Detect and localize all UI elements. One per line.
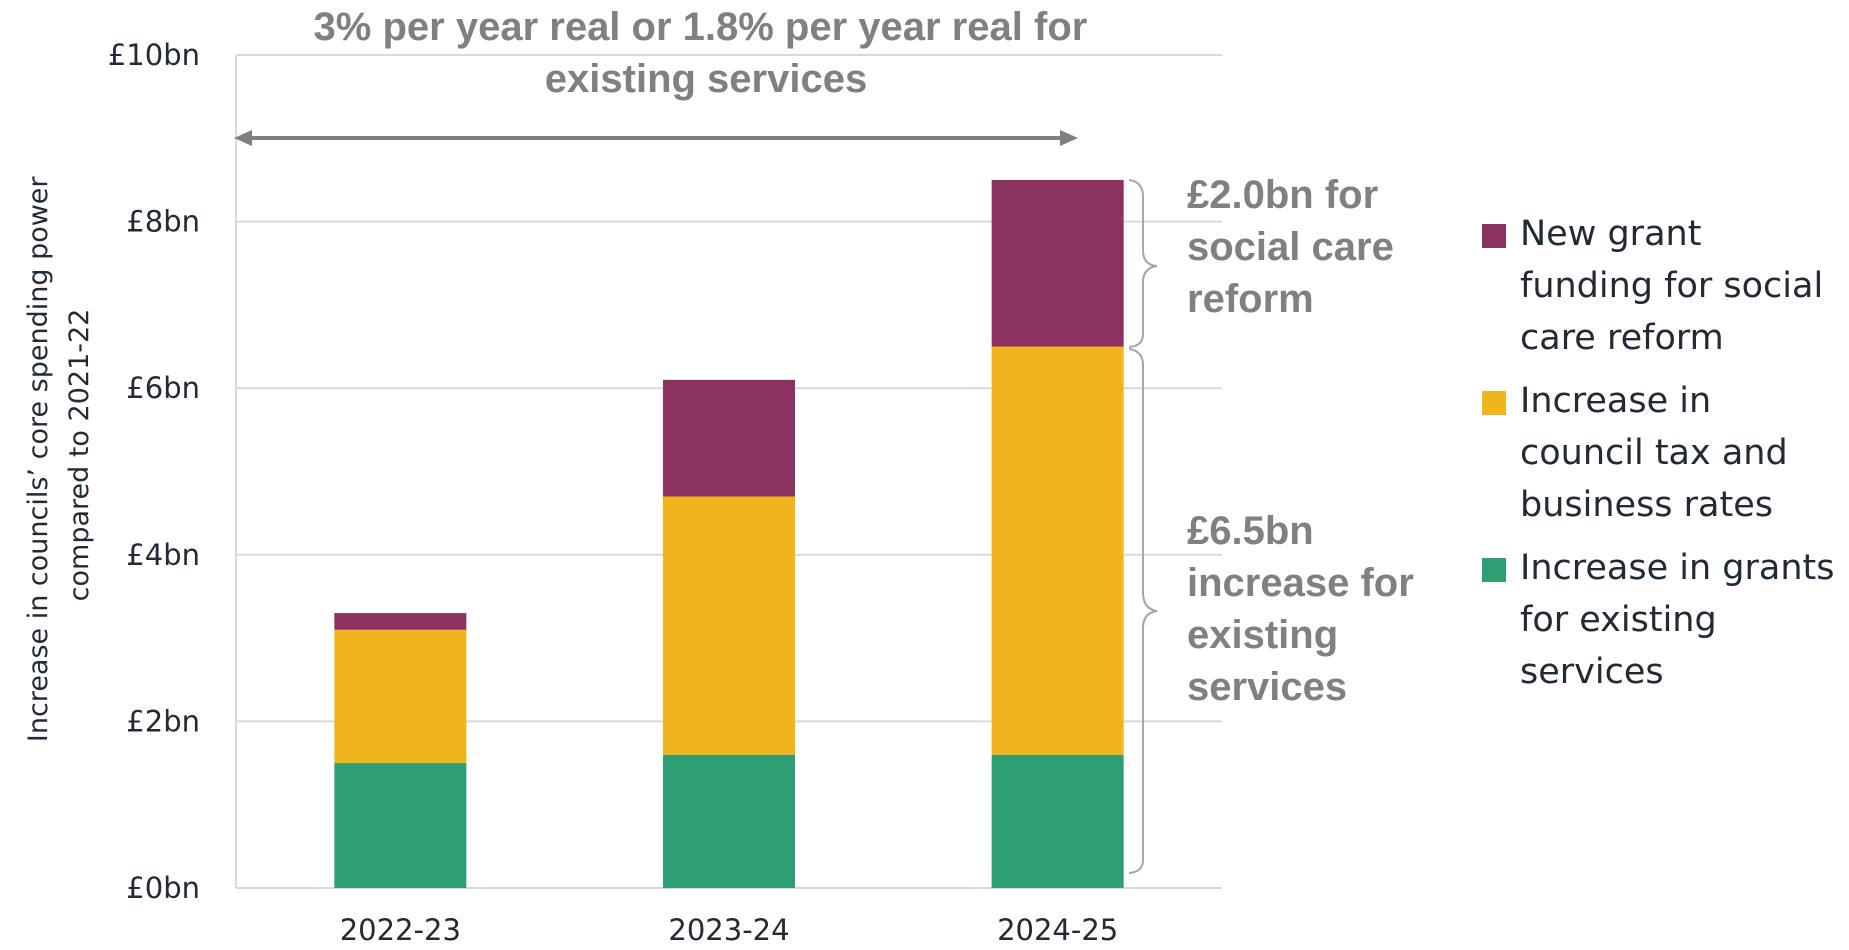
bar-segment: [992, 180, 1124, 347]
y-axis-label: Increase in councils’ core spending powe…: [23, 168, 95, 742]
legend-item-grants: Increase in grants for existing services: [1482, 542, 1842, 698]
bar-segment: [663, 496, 795, 754]
legend-swatch: [1482, 391, 1506, 415]
bar-segment: [334, 763, 466, 888]
x-tick-label: 2022-23: [340, 913, 461, 947]
lower-bracket: [1129, 349, 1157, 873]
legend-item-council-tax: Increase in council tax and business rat…: [1482, 375, 1842, 531]
arrowhead-right: [1060, 130, 1078, 146]
legend-label: Increase in council tax and business rat…: [1520, 381, 1788, 525]
y-tick-label: £2bn: [126, 704, 200, 738]
legend-swatch: [1482, 558, 1506, 582]
legend-item-social-care: New grant funding for social care reform: [1482, 208, 1842, 364]
legend-label: Increase in grants for existing services: [1520, 548, 1834, 692]
upper-bracket: [1129, 180, 1157, 347]
legend-swatch: [1482, 224, 1506, 248]
y-tick-label: £4bn: [126, 538, 200, 572]
y-tick-label: £10bn: [108, 38, 200, 72]
brackets: [1129, 180, 1157, 873]
x-tick-label: 2024-25: [997, 913, 1118, 947]
bar-segment: [334, 630, 466, 763]
x-tick-label: 2023-24: [668, 913, 789, 947]
bar-segment: [663, 755, 795, 888]
bar-segment: [334, 613, 466, 630]
bars: [334, 180, 1123, 888]
social-care-annotation: £2.0bn for social care reform: [1187, 173, 1405, 321]
bar-segment: [992, 755, 1124, 888]
bar-segment: [663, 380, 795, 497]
existing-services-annotation: £6.5bn increase for existing services: [1187, 509, 1425, 709]
top-annotation: 3% per year real or 1.8% per year real f…: [234, 5, 1098, 146]
legend-label: New grant funding for social care reform: [1520, 214, 1823, 358]
y-tick-label: £6bn: [126, 371, 200, 405]
y-axis-tick-labels: £0bn £2bn £4bn £6bn £8bn £10bn: [108, 38, 200, 905]
bar-segment: [992, 347, 1124, 755]
legend: New grant funding for social care reform…: [1482, 208, 1842, 709]
y-tick-label: £0bn: [126, 871, 200, 905]
x-axis-tick-labels: 2022-23 2023-24 2024-25: [340, 913, 1119, 947]
svg-text:3% per year real or 1.8% per y: 3% per year real or 1.8% per year real f…: [314, 5, 1099, 101]
y-tick-label: £8bn: [126, 205, 200, 239]
